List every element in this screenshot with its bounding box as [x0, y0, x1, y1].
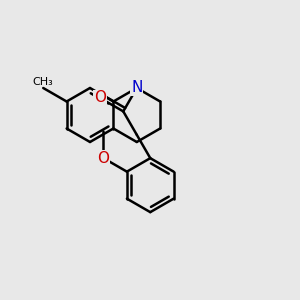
Text: CH₃: CH₃ [33, 77, 54, 87]
Text: O: O [98, 151, 110, 166]
Text: N: N [131, 80, 142, 95]
Text: O: O [94, 90, 106, 105]
